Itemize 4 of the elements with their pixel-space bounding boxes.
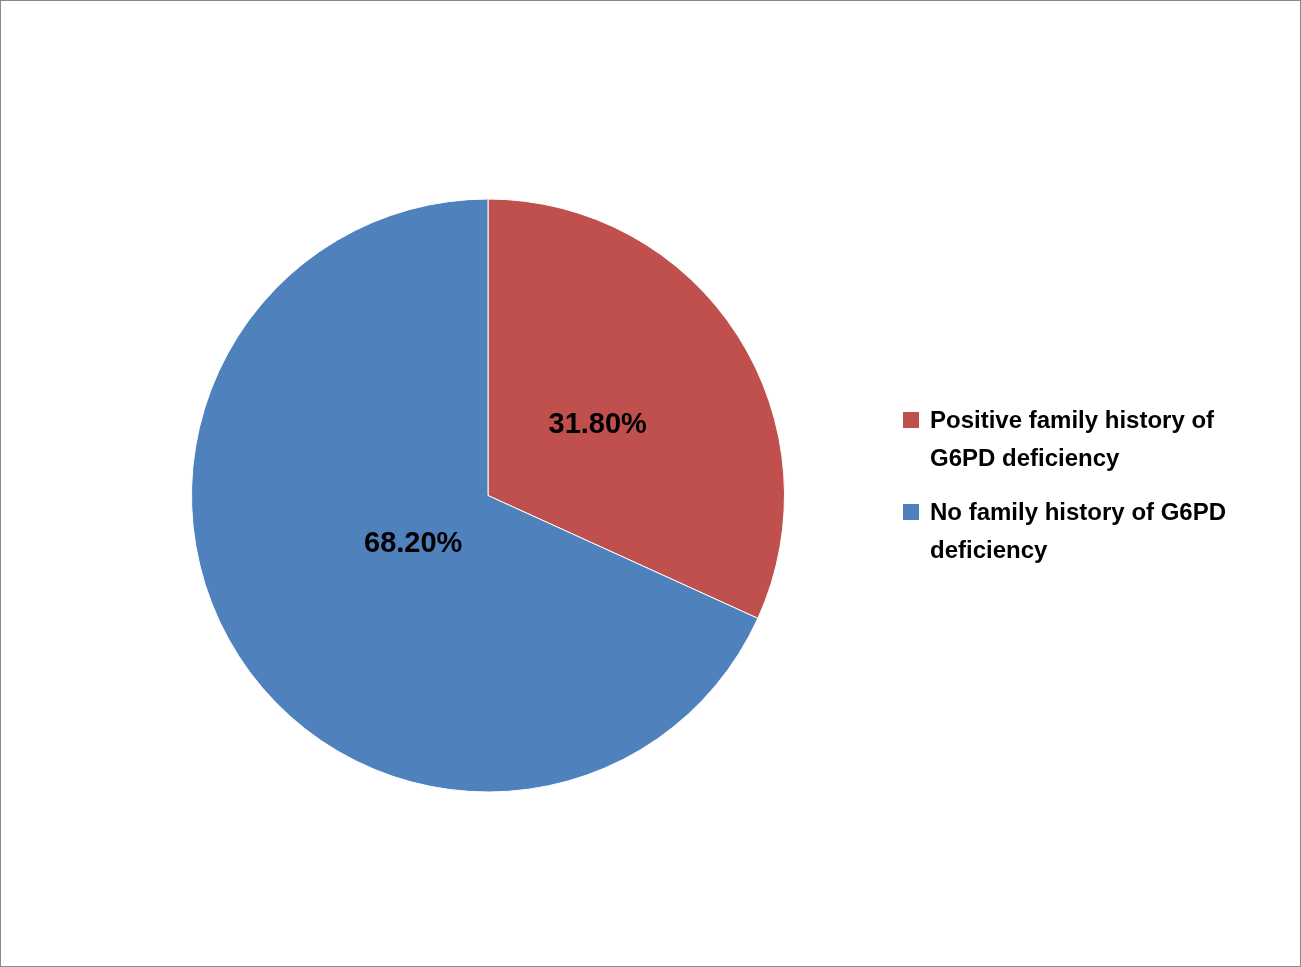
data-label: 31.80% — [548, 406, 648, 439]
legend-label: Positive family history of G6PD deficiency — [930, 405, 1216, 473]
legend-label: No family history of G6PD deficiency — [930, 497, 1228, 565]
data-label: 68.20% — [364, 525, 463, 558]
